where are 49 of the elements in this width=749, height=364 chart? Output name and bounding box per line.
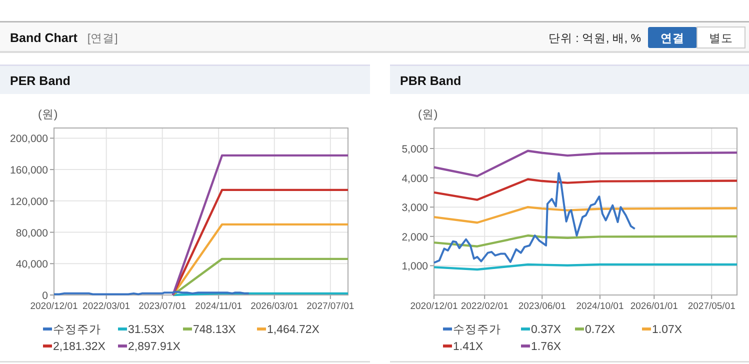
legend-label: 2,897.91X <box>128 341 181 353</box>
x-tick-label: 2026/01/01 <box>630 301 678 312</box>
legend-label: 0.37X <box>531 324 562 336</box>
line-series <box>432 150 738 178</box>
y-tick-label: 2,000 <box>402 231 428 244</box>
text: [연결] <box>87 33 118 45</box>
text: 연결 <box>660 32 684 45</box>
y-tick-label: 4,000 <box>402 172 428 185</box>
y-tick-label: 0 <box>42 290 48 302</box>
legend-label: 1,464.72X <box>267 324 320 336</box>
legend-label: 2,181.32X <box>53 341 106 353</box>
x-tick-label: 2020/12/01 <box>410 301 458 312</box>
y-tick-label: 5,000 <box>402 144 428 156</box>
x-tick-label: 2026/03/01 <box>250 301 298 312</box>
x-tick-label: 2023/06/01 <box>518 301 566 312</box>
chart-title: PER Band <box>10 74 70 88</box>
y-tick-label: 120,000 <box>10 196 48 208</box>
x-tick-label: 2024/10/01 <box>576 301 624 312</box>
line-series <box>432 234 738 248</box>
y-axis-title: (원) <box>418 109 438 121</box>
x-tick-label: 2024/11/01 <box>195 301 242 312</box>
text: 별도 <box>709 33 733 45</box>
x-tick-label: 2022/03/01 <box>82 301 130 312</box>
legend-label: 1.41X <box>453 341 484 353</box>
text: 단위 : 억원, 배, % <box>548 33 641 45</box>
legend-label: 수정주가 <box>53 324 101 336</box>
y-tick-label: 3,000 <box>402 202 428 214</box>
legend-label: 수정주가 <box>453 324 501 336</box>
legend-label: 1.07X <box>652 324 682 336</box>
x-tick-label: 2027/05/01 <box>688 301 736 312</box>
legend-label: 748.13X <box>193 324 236 336</box>
legend-label: 1.76X <box>531 341 562 353</box>
line-series <box>433 172 636 264</box>
text: Band Chart <box>10 31 78 45</box>
chart-title: PBR Band <box>400 74 462 88</box>
x-tick-label: 2023/07/01 <box>138 301 186 312</box>
line-series <box>432 206 738 224</box>
legend-label: 0.72X <box>585 324 616 336</box>
y-tick-label: 1,000 <box>402 260 428 273</box>
y-axis-title: (원) <box>38 109 58 121</box>
y-tick-label: 80,000 <box>16 227 48 240</box>
legend-label: 31.53X <box>128 324 165 336</box>
x-tick-label: 2020/12/01 <box>30 301 78 312</box>
y-tick-label: 40,000 <box>16 258 48 271</box>
line-series <box>432 178 738 201</box>
x-tick-label: 2027/07/01 <box>306 301 354 312</box>
y-tick-label: 200,000 <box>10 133 48 146</box>
y-tick-label: 160,000 <box>10 164 48 177</box>
x-tick-label: 2022/02/01 <box>460 301 508 312</box>
